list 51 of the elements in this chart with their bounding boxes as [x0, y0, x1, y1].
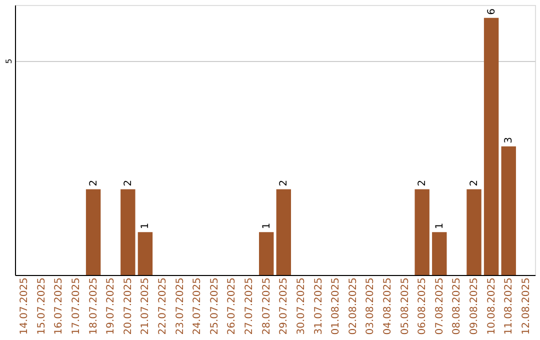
x-tick-label: 07.08.2025	[434, 278, 446, 335]
x-tick-label: 27.07.2025	[244, 278, 256, 335]
data-label: 2	[88, 180, 100, 186]
x-tick-label: 10.08.2025	[486, 278, 498, 335]
bar	[276, 189, 292, 275]
x-tick-label: 28.07.2025	[261, 278, 272, 335]
x-tick-label: 19.07.2025	[106, 278, 117, 335]
x-tick-label: 02.08.2025	[348, 278, 359, 335]
bar	[466, 189, 482, 275]
bar	[120, 189, 136, 275]
x-tick-label: 30.07.2025	[296, 278, 307, 335]
x-tick-label: 16.07.2025	[54, 278, 65, 335]
x-tick-label: 17.07.2025	[71, 278, 82, 335]
x-tick-label: 04.08.2025	[382, 278, 394, 335]
x-tick-label: 22.07.2025	[158, 278, 169, 335]
x-tick-label: 23.07.2025	[174, 278, 186, 335]
x-tick-label: 06.08.2025	[417, 278, 428, 335]
x-tick-label: 15.07.2025	[36, 278, 48, 335]
data-label: 1	[140, 222, 152, 230]
x-tick-label: 05.08.2025	[400, 278, 411, 335]
x-tick-label: 11.08.2025	[504, 278, 515, 335]
x-tick-label: 09.08.2025	[469, 278, 480, 335]
x-tick-label: 20.07.2025	[122, 278, 134, 335]
x-tick-label: 01.08.2025	[330, 278, 342, 335]
x-tick-label: 26.07.2025	[226, 278, 238, 335]
bar	[484, 18, 499, 275]
data-label: 2	[469, 180, 480, 186]
bar	[501, 146, 516, 275]
x-tick-label: 08.08.2025	[452, 278, 463, 335]
bar	[432, 232, 447, 275]
x-tick-label: 31.07.2025	[313, 278, 324, 335]
bar	[86, 189, 101, 275]
x-tick-label: 29.07.2025	[278, 278, 290, 335]
x-tick-label: 18.07.2025	[88, 278, 100, 335]
x-tick-label: 14.07.2025	[19, 278, 30, 335]
x-tick-label: 03.08.2025	[365, 278, 376, 335]
data-label: 6	[486, 8, 498, 15]
data-label: 3	[504, 137, 515, 144]
data-label: 2	[417, 180, 428, 186]
bar	[414, 189, 430, 275]
data-label: 2	[122, 180, 134, 186]
x-tick-label: 21.07.2025	[140, 278, 152, 335]
data-label: 1	[261, 222, 272, 230]
data-label: 1	[434, 222, 446, 230]
bar	[258, 232, 274, 275]
y-tick-label: 5	[4, 58, 14, 64]
x-tick-label: 24.07.2025	[192, 278, 204, 335]
x-tick-label: 12.08.2025	[520, 278, 532, 335]
x-tick-label: 25.07.2025	[209, 278, 220, 335]
data-label: 2	[278, 180, 290, 186]
bar	[138, 232, 153, 275]
